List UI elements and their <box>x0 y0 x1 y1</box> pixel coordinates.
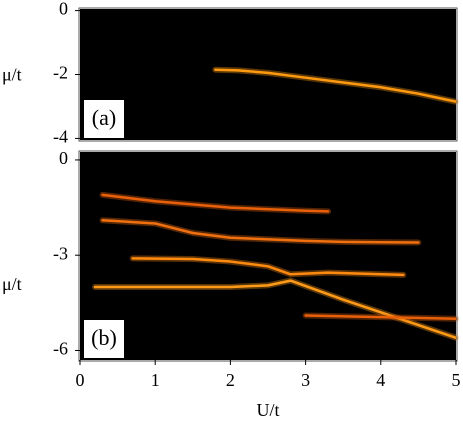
x-tick-label: 5 <box>452 370 461 390</box>
plot-background <box>80 9 456 140</box>
plot-background <box>80 152 456 360</box>
curve <box>304 314 458 320</box>
x-tick-label: 2 <box>226 370 235 390</box>
panel-label: (b) <box>91 325 117 350</box>
curve <box>131 257 405 277</box>
x-tick-label: 4 <box>376 370 385 390</box>
curve <box>101 193 330 213</box>
panel-label: (a) <box>92 105 116 130</box>
panel-label-box <box>84 320 124 358</box>
x-tick-label: 3 <box>301 370 310 390</box>
y-axis-label: μ/t <box>2 274 22 294</box>
curve <box>214 68 458 103</box>
y-axis-label: μ/t <box>2 65 22 85</box>
curve <box>93 279 458 340</box>
x-tick-label: 0 <box>76 370 85 390</box>
y-tick-label: 0 <box>59 0 68 19</box>
y-tick-label: -4 <box>53 127 68 147</box>
x-axis-label: U/t <box>256 400 279 420</box>
y-tick-label: 0 <box>59 148 68 168</box>
y-tick-label: -3 <box>53 243 68 263</box>
y-tick-label: -2 <box>53 63 68 83</box>
x-tick-label: 1 <box>151 370 160 390</box>
y-tick-label: -6 <box>53 339 68 359</box>
curve <box>101 219 420 244</box>
panel-label-box <box>84 100 124 138</box>
plot-frame <box>78 150 458 362</box>
